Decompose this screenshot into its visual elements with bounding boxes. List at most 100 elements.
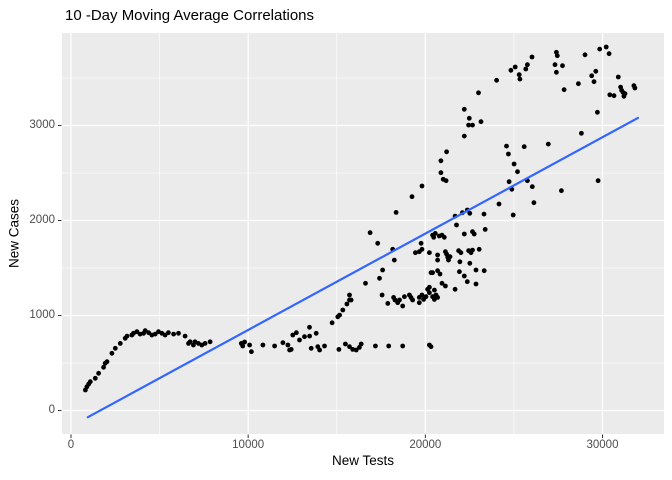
data-point [380, 267, 385, 273]
data-point [400, 343, 406, 349]
data-point [470, 247, 475, 253]
data-point [593, 68, 599, 74]
data-point [242, 339, 248, 345]
data-point [428, 344, 434, 350]
data-point [308, 345, 314, 351]
data-point [606, 51, 612, 57]
data-point [400, 303, 406, 309]
data-point [104, 359, 110, 365]
data-point [427, 250, 432, 256]
data-point [461, 273, 467, 279]
data-point [444, 149, 449, 155]
data-point [589, 73, 595, 79]
data-point [457, 259, 463, 265]
data-point [611, 93, 617, 99]
data-point [348, 297, 354, 303]
data-point [392, 297, 398, 303]
data-point [435, 295, 440, 300]
data-point [504, 143, 509, 149]
data-point [595, 109, 600, 115]
x-tick-label: 30000 [586, 439, 619, 451]
data-point [438, 170, 444, 176]
data-point [506, 151, 511, 157]
data-point [294, 330, 299, 336]
data-point [363, 280, 368, 286]
data-point [466, 115, 472, 121]
data-point [408, 295, 414, 300]
data-point [373, 343, 378, 349]
data-point [476, 90, 481, 96]
data-point [508, 67, 514, 73]
data-point [377, 275, 382, 281]
data-point [307, 324, 312, 330]
data-point [337, 312, 342, 318]
data-point [531, 200, 537, 206]
data-point [343, 341, 348, 347]
data-point [182, 333, 188, 339]
y-tick-label: 1000 [29, 308, 55, 321]
data-point [517, 76, 523, 82]
data-point [529, 184, 535, 190]
y-tick-label: 0 [48, 403, 55, 416]
data-point [496, 201, 502, 207]
data-point [552, 62, 558, 68]
data-point [430, 270, 435, 276]
data-point [397, 297, 402, 303]
data-point [632, 85, 638, 91]
data-point [437, 271, 443, 277]
data-point [112, 345, 118, 351]
data-point [461, 133, 467, 139]
data-point [101, 364, 106, 370]
data-point [285, 342, 291, 348]
data-point [344, 301, 350, 307]
data-point [385, 301, 391, 306]
data-point [466, 122, 471, 128]
data-point [109, 350, 115, 356]
data-point [423, 294, 429, 300]
data-point [435, 257, 440, 263]
data-point [473, 267, 479, 273]
data-point [313, 330, 319, 336]
data-point [443, 178, 449, 184]
data-point [443, 283, 448, 289]
data-point [297, 337, 302, 343]
data-point [607, 92, 613, 98]
data-point [461, 106, 467, 112]
data-point [432, 287, 437, 293]
data-point [478, 119, 484, 125]
data-point [353, 347, 359, 353]
data-point [595, 178, 601, 184]
data-point [515, 169, 520, 175]
data-point [559, 188, 564, 194]
data-point [92, 375, 98, 381]
data-point [511, 161, 517, 167]
data-point [87, 379, 93, 385]
data-point [521, 144, 527, 150]
data-point [529, 54, 535, 60]
data-point [458, 250, 464, 256]
data-point [494, 77, 499, 83]
data-point [419, 183, 425, 189]
data-point [280, 340, 286, 346]
data-point [416, 249, 422, 255]
data-point [340, 307, 346, 313]
data-point [576, 81, 581, 87]
data-point [512, 64, 518, 70]
data-point [418, 240, 424, 246]
data-point [375, 240, 381, 246]
data-point [358, 341, 364, 347]
data-point [202, 341, 208, 346]
data-point [435, 268, 440, 274]
y-tick-label: 3000 [29, 118, 55, 131]
data-point [166, 330, 171, 336]
data-point [386, 343, 392, 349]
data-point [554, 53, 560, 59]
data-point [247, 342, 253, 348]
x-tick-label: 0 [67, 439, 75, 451]
data-point [430, 232, 435, 238]
data-point [207, 339, 213, 345]
data-point [409, 194, 415, 200]
data-point [317, 347, 322, 353]
data-point [367, 230, 373, 236]
data-point [288, 347, 294, 352]
